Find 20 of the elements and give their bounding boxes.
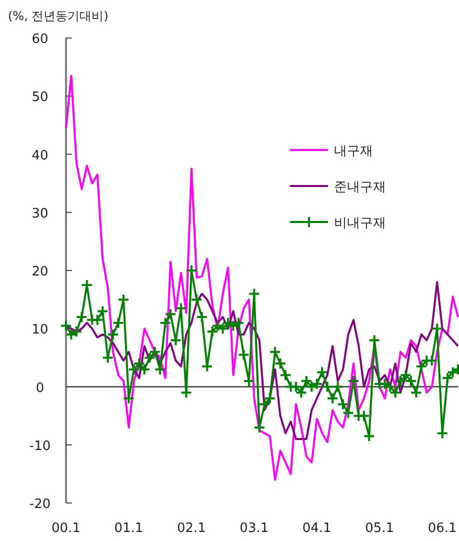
x-tick-label: 02.1 [176, 521, 206, 536]
y-tick-label: -10 [29, 438, 51, 454]
y-tick-label: 30 [32, 206, 48, 222]
y-tick-label: -20 [29, 497, 51, 512]
y-tick-label: 50 [32, 90, 48, 106]
x-tick-label: 03.1 [240, 521, 269, 536]
x-tick-label: 06.1 [428, 521, 457, 536]
legend-label: 내구재 [334, 144, 373, 159]
y-tick-label: 20 [32, 264, 48, 280]
x-tick-label: 04.1 [302, 521, 332, 536]
y-tick-label: 10 [32, 322, 48, 338]
legend-label: 비내구재 [334, 216, 386, 231]
y-tick-label: 60 [32, 32, 48, 47]
y-tick-label: 40 [32, 148, 48, 164]
x-tick-label: 01.1 [114, 521, 144, 536]
y-tick-label: 0 [36, 380, 44, 396]
x-tick-label: 05.1 [365, 521, 394, 536]
y-axis-title: (%, 전년동기대비) [8, 9, 108, 23]
x-tick-label: 00.1 [52, 521, 80, 536]
legend-label: 준내구재 [334, 180, 386, 195]
